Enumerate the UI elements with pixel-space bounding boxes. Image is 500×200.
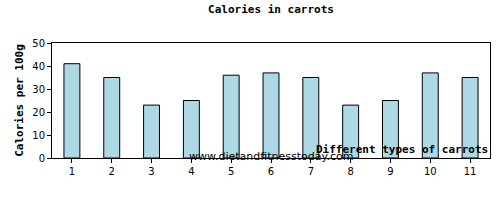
svg-text:7: 7 (308, 166, 314, 177)
svg-text:Calories in carrots: Calories in carrots (208, 3, 334, 16)
svg-text:30: 30 (32, 84, 45, 95)
svg-text:50: 50 (32, 38, 45, 49)
svg-text:Different types of carrots: Different types of carrots (316, 143, 488, 156)
svg-text:4: 4 (188, 166, 194, 177)
svg-text:10: 10 (32, 130, 45, 141)
svg-text:6: 6 (268, 166, 274, 177)
svg-text:10: 10 (424, 166, 437, 177)
svg-text:Calories per 100g: Calories per 100g (13, 44, 26, 157)
svg-text:20: 20 (32, 107, 45, 118)
svg-text:1: 1 (69, 166, 75, 177)
svg-text:40: 40 (32, 61, 45, 72)
svg-text:2: 2 (109, 166, 115, 177)
svg-text:3: 3 (148, 166, 154, 177)
svg-text:8: 8 (347, 166, 353, 177)
svg-text:9: 9 (387, 166, 393, 177)
svg-text:0: 0 (39, 153, 45, 164)
svg-text:www.dietandfitnesstoday.com: www.dietandfitnesstoday.com (189, 150, 353, 163)
svg-text:5: 5 (228, 166, 234, 177)
svg-text:11: 11 (464, 166, 477, 177)
